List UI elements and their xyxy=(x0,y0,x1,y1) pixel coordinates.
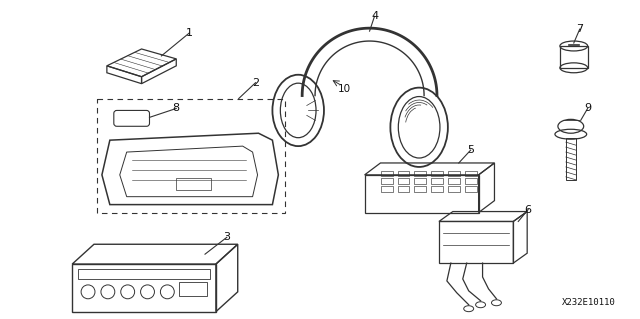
Bar xyxy=(448,186,460,192)
Bar xyxy=(448,170,460,176)
Bar xyxy=(448,178,460,184)
Bar xyxy=(179,282,207,296)
Text: 8: 8 xyxy=(173,103,180,114)
Bar xyxy=(566,138,576,180)
Bar xyxy=(431,186,443,192)
Text: X232E10110: X232E10110 xyxy=(562,298,616,307)
Text: 10: 10 xyxy=(338,84,351,93)
Text: 4: 4 xyxy=(371,11,378,21)
Bar xyxy=(414,170,426,176)
Bar xyxy=(431,178,443,184)
Text: 1: 1 xyxy=(186,28,193,38)
Bar xyxy=(414,186,426,192)
Text: 2: 2 xyxy=(252,78,259,88)
Text: 5: 5 xyxy=(467,145,474,155)
Bar xyxy=(397,170,410,176)
Text: 9: 9 xyxy=(584,103,591,114)
Bar xyxy=(381,186,392,192)
Bar xyxy=(431,170,443,176)
Bar xyxy=(397,186,410,192)
Bar xyxy=(397,178,410,184)
Text: 6: 6 xyxy=(525,204,532,215)
Bar xyxy=(560,46,588,68)
Bar xyxy=(465,170,477,176)
Text: 7: 7 xyxy=(576,24,583,34)
Bar xyxy=(465,178,477,184)
Bar xyxy=(176,178,211,190)
Bar xyxy=(381,170,392,176)
Bar xyxy=(414,178,426,184)
Bar xyxy=(465,186,477,192)
Bar xyxy=(78,269,210,279)
Text: 3: 3 xyxy=(223,232,230,242)
Bar xyxy=(381,178,392,184)
Bar xyxy=(97,99,285,212)
